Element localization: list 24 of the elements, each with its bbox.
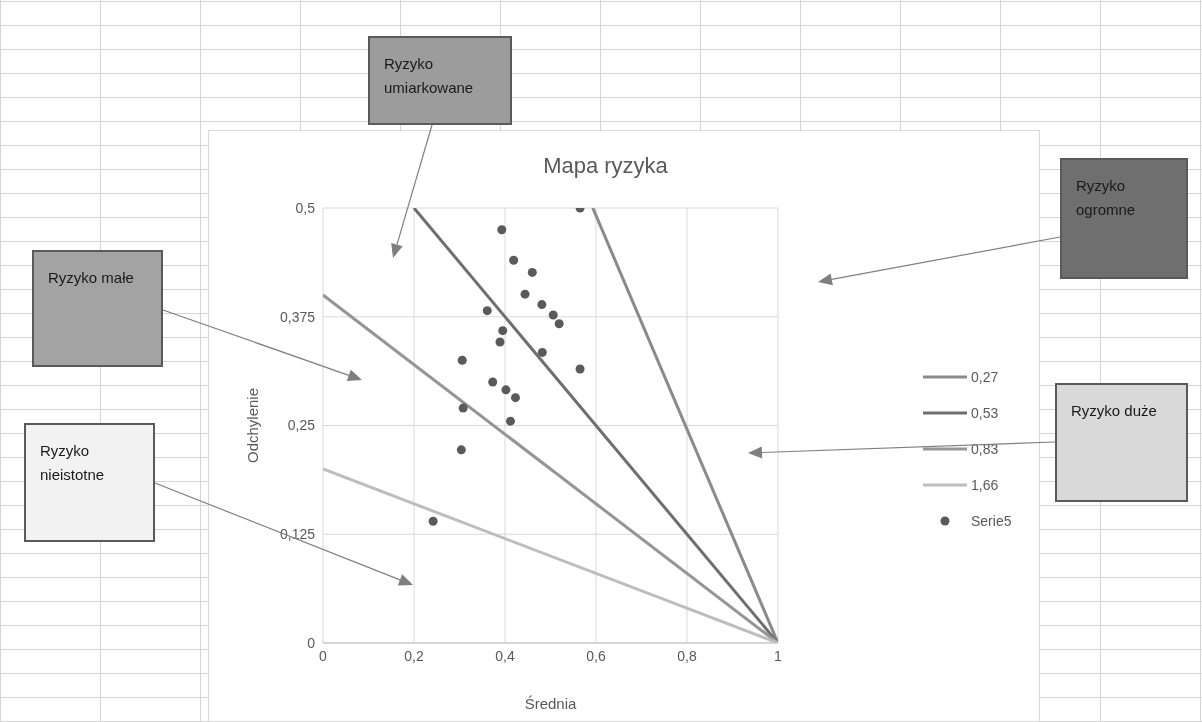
legend-label: 0,53 [971,405,999,421]
y-tick-label: 0,125 [279,526,316,543]
legend-label: 0,83 [971,441,999,457]
legend-label: 1,66 [971,477,999,493]
x-tick-label: 0,6 [586,647,606,664]
text: Ryzyko duże [1071,401,1158,421]
chart-title: Mapa ryzyka [542,153,669,179]
x-tick-label: 0,2 [404,647,424,664]
y-tick-label: 0,5 [295,199,316,216]
text: Ryzyko nieistotne [40,441,106,485]
x-tick-label: 0,4 [495,647,515,664]
y-tick-label: 0,25 [287,417,316,434]
text: Ryzyko umiarkowane [384,54,474,98]
legend-label: Serie5 [971,513,1012,529]
x-tick-label: 1 [774,647,783,664]
text: Ryzyko małe [48,268,135,288]
text: Ryzyko ogromne [1076,176,1137,220]
x-tick-label: 0,8 [677,647,697,664]
legend-label: 0,27 [971,369,999,385]
y-tick-label: 0 [307,634,316,651]
y-tick-label: 0,375 [279,308,316,325]
x-tick-label: 0 [319,647,328,664]
x-axis-title: Średnia [524,695,578,712]
y-axis-title: Odchylenie [244,387,262,464]
